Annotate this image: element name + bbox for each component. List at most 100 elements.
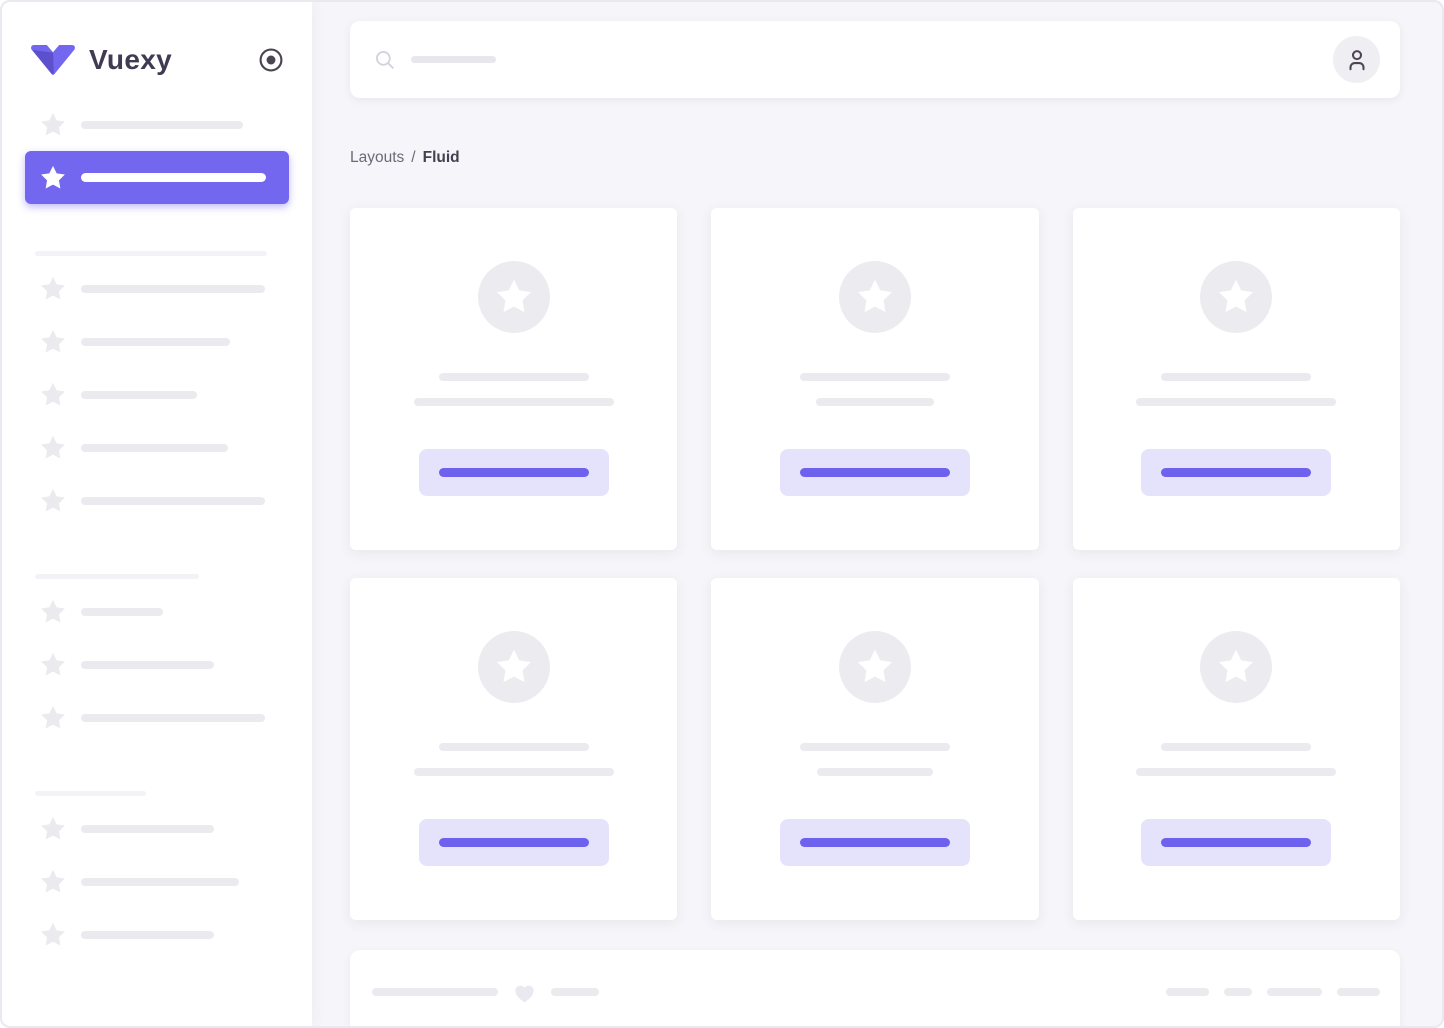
card-title-bar [799, 743, 950, 751]
footer-text-bar [551, 988, 599, 996]
card-action-button[interactable] [1141, 449, 1332, 496]
footer-left [372, 979, 599, 1006]
card-title-bar [438, 373, 589, 381]
star-icon [39, 487, 67, 515]
star-icon [39, 598, 67, 626]
card-subtitle-bar [815, 398, 934, 406]
sidebar-menu-item[interactable] [25, 315, 289, 368]
button-label-bar [438, 468, 589, 477]
menu-item-label-bar [81, 607, 163, 616]
heart-icon [511, 979, 538, 1006]
search-icon [374, 49, 396, 71]
sidebar-menu-item[interactable] [25, 855, 289, 908]
placeholder-card [711, 208, 1039, 550]
star-icon [857, 279, 892, 313]
card-avatar-circle [1200, 261, 1273, 333]
vuexy-logo-icon [30, 45, 76, 75]
card-action-button[interactable] [418, 819, 609, 866]
menu-item-label-bar [81, 173, 266, 182]
menu-item-label-bar [81, 120, 243, 129]
card-avatar-circle [477, 261, 550, 333]
card-avatar-circle [477, 631, 550, 703]
breadcrumb-section[interactable]: Layouts [350, 149, 405, 166]
card-title-bar [438, 743, 589, 751]
card-title-bar [799, 373, 950, 381]
user-avatar-button[interactable] [1333, 36, 1380, 83]
menu-item-label-bar [81, 660, 214, 669]
star-icon [39, 921, 67, 949]
card-action-button[interactable] [779, 449, 970, 496]
search-placeholder-bar [411, 56, 496, 63]
sidebar-menu-item[interactable] [25, 691, 289, 744]
sidebar-menu [2, 98, 312, 961]
menu-item-label-bar [81, 930, 214, 939]
card-subtitle-bar [1136, 398, 1337, 406]
sidebar-menu-item[interactable] [25, 421, 289, 474]
menu-item-label-bar [81, 443, 228, 452]
sidebar-menu-item[interactable] [25, 368, 289, 421]
footer-link-bar [1337, 988, 1380, 996]
button-label-bar [1161, 838, 1312, 847]
star-icon [496, 649, 531, 683]
radio-dot-icon [259, 48, 283, 72]
placeholder-card [350, 208, 678, 550]
star-icon [39, 704, 67, 732]
menu-item-label-bar [81, 877, 239, 886]
menu-section-divider [35, 791, 146, 796]
search-input[interactable] [374, 49, 496, 71]
sidebar-menu-item[interactable] [25, 802, 289, 855]
user-icon [1348, 49, 1365, 70]
menu-section-divider [35, 574, 199, 579]
card-avatar-circle [1200, 631, 1273, 703]
breadcrumb: Layouts / Fluid [350, 147, 1400, 169]
breadcrumb-separator: / [411, 149, 416, 166]
card-grid [350, 208, 1400, 920]
sidebar-menu-item[interactable] [25, 474, 289, 527]
card-action-button[interactable] [418, 449, 609, 496]
star-icon [39, 381, 67, 409]
star-icon [39, 868, 67, 896]
star-icon [496, 279, 531, 313]
star-icon [39, 434, 67, 462]
menu-item-label-bar [81, 337, 230, 346]
card-subtitle-bar [413, 768, 614, 776]
star-icon [39, 815, 67, 843]
topbar [350, 21, 1400, 98]
menu-section-divider [35, 251, 267, 256]
star-icon [39, 275, 67, 303]
footer-text-bar [372, 988, 498, 996]
footer-link-bar [1224, 988, 1252, 996]
card-title-bar [1161, 373, 1312, 381]
card-avatar-circle [838, 631, 911, 703]
sidebar-menu-item[interactable] [25, 151, 289, 204]
sidebar-menu-item[interactable] [25, 908, 289, 961]
sidebar-menu-item[interactable] [25, 638, 289, 691]
button-label-bar [438, 838, 589, 847]
placeholder-card [711, 578, 1039, 920]
button-label-bar [799, 468, 950, 477]
menu-item-label-bar [81, 496, 265, 505]
sidebar-menu-item[interactable] [25, 98, 289, 151]
card-subtitle-bar [816, 768, 933, 776]
sidebar-menu-item[interactable] [25, 262, 289, 315]
star-icon [857, 649, 892, 683]
button-label-bar [1161, 468, 1312, 477]
star-icon [39, 651, 67, 679]
card-avatar-circle [838, 261, 911, 333]
card-action-button[interactable] [1141, 819, 1332, 866]
placeholder-card [1072, 208, 1400, 550]
sidebar-pin-toggle[interactable] [258, 47, 284, 73]
star-icon [39, 328, 67, 356]
card-title-bar [1161, 743, 1312, 751]
menu-item-label-bar [81, 284, 265, 293]
star-icon [1219, 649, 1254, 683]
menu-item-label-bar [81, 390, 197, 399]
card-action-button[interactable] [779, 819, 970, 866]
star-icon [39, 164, 67, 192]
brand-title: Vuexy [89, 44, 172, 75]
star-icon [1219, 279, 1254, 313]
placeholder-card [1072, 578, 1400, 920]
card-subtitle-bar [413, 398, 614, 406]
sidebar-menu-item[interactable] [25, 585, 289, 638]
footer-link-bar [1267, 988, 1322, 996]
